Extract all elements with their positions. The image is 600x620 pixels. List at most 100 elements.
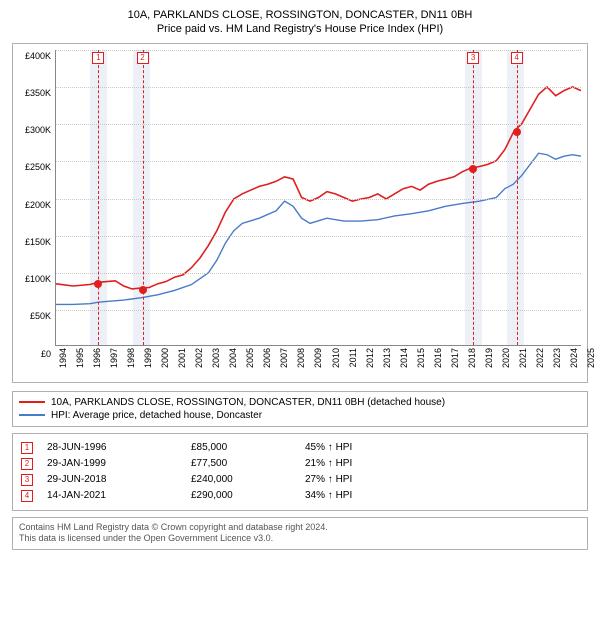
gridline — [56, 50, 581, 51]
event-dot-1 — [94, 280, 102, 288]
legend-label: HPI: Average price, detached house, Donc… — [51, 410, 262, 421]
x-tick-label: 2011 — [348, 348, 358, 367]
event-dot-4 — [513, 128, 521, 136]
legend-swatch — [19, 401, 45, 403]
y-tick-label: £250K — [25, 162, 51, 172]
x-tick-label: 2022 — [535, 348, 545, 368]
x-tick-label: 1998 — [126, 348, 136, 368]
event-vline — [517, 50, 518, 345]
event-row-date: 29-JUN-2018 — [47, 474, 177, 485]
x-tick-label: 2015 — [416, 348, 426, 368]
y-tick-label: £300K — [25, 125, 51, 135]
event-vline — [143, 50, 144, 345]
x-tick-label: 2017 — [450, 348, 460, 368]
event-row-diff: 21% ↑ HPI — [305, 458, 579, 469]
x-tick-label: 2009 — [313, 348, 323, 368]
x-tick-label: 2012 — [365, 348, 375, 368]
events-table: 1 28-JUN-1996 £85,000 45% ↑ HPI 2 29-JAN-1999… — [12, 433, 588, 511]
x-tick-label: 2021 — [518, 348, 528, 368]
event-row: 1 28-JUN-1996 £85,000 45% ↑ HPI — [21, 440, 579, 456]
x-tick-label: 2018 — [467, 348, 477, 368]
gridline — [56, 310, 581, 311]
event-row-price: £290,000 — [191, 490, 291, 501]
gridline — [56, 273, 581, 274]
x-tick-label: 2008 — [296, 348, 306, 368]
chart-lines — [56, 50, 581, 345]
event-row-date: 28-JUN-1996 — [47, 442, 177, 453]
series-property — [56, 87, 581, 289]
y-tick-label: £100K — [25, 274, 51, 284]
x-tick-label: 2001 — [177, 348, 187, 368]
x-tick-label: 2023 — [552, 348, 562, 368]
title-line-1: 10A, PARKLANDS CLOSE, ROSSINGTON, DONCAS… — [12, 8, 588, 22]
legend-row: HPI: Average price, detached house, Donc… — [19, 409, 581, 422]
event-vline — [473, 50, 474, 345]
chart: £0 £50K £100K £150K £200K £250K £300K £350K £400… — [12, 43, 588, 383]
x-tick-label: 1999 — [143, 348, 153, 368]
title-line-2: Price paid vs. HM Land Registry's House … — [12, 22, 588, 36]
event-marker-2: 2 — [137, 52, 149, 64]
series-hpi — [56, 153, 581, 304]
event-row-price: £240,000 — [191, 474, 291, 485]
x-tick-label: 1997 — [109, 348, 119, 368]
x-tick-label: 2007 — [279, 348, 289, 368]
y-tick-label: £350K — [25, 88, 51, 98]
y-axis: £0£50K£100K£150K£200K£250K£300K£350K£400… — [13, 50, 55, 346]
x-tick-label: 2003 — [211, 348, 221, 368]
x-tick-label: 2014 — [399, 348, 409, 368]
event-marker-3: 3 — [467, 52, 479, 64]
event-row-diff: 27% ↑ HPI — [305, 474, 579, 485]
x-tick-label: 2000 — [160, 348, 170, 368]
event-marker-4: 4 — [511, 52, 523, 64]
gridline — [56, 236, 581, 237]
gridline — [56, 87, 581, 88]
x-axis: 1994 1995 1996 1997 1998 1999 2000 2001 2002 2003… — [55, 346, 581, 382]
event-row-marker: 1 — [21, 442, 33, 454]
event-row-diff: 45% ↑ HPI — [305, 442, 579, 453]
event-vline — [98, 50, 99, 345]
x-tick-label: 2020 — [501, 348, 511, 368]
x-tick-label: 1996 — [92, 348, 102, 368]
footer: Contains HM Land Registry data © Crown c… — [12, 517, 588, 550]
x-tick-label: 2006 — [262, 348, 272, 368]
x-tick-label: 2025 — [586, 348, 596, 368]
y-tick-label: £150K — [25, 237, 51, 247]
event-row-date: 14-JAN-2021 — [47, 490, 177, 501]
event-marker-1: 1 — [92, 52, 104, 64]
legend-swatch — [19, 414, 45, 416]
x-tick-label: 2024 — [569, 348, 579, 368]
legend-row: 10A, PARKLANDS CLOSE, ROSSINGTON, DONCAS… — [19, 396, 581, 409]
event-row-diff: 34% ↑ HPI — [305, 490, 579, 501]
event-row-marker: 3 — [21, 474, 33, 486]
plot-area: 1 2 3 4 — [55, 50, 581, 346]
event-row: 229-JAN-1999£77,50021% ↑ HPI — [21, 456, 579, 472]
x-tick-label: 2004 — [228, 348, 238, 368]
footer-line-2: This data is licensed under the Open Gov… — [19, 533, 581, 545]
event-row-marker: 4 — [21, 490, 33, 502]
gridline — [56, 199, 581, 200]
x-tick-label: 2016 — [433, 348, 443, 368]
x-tick-label: 2002 — [194, 348, 204, 368]
event-dot-3 — [469, 165, 477, 173]
event-dot-2 — [139, 286, 147, 294]
title-block: 10A, PARKLANDS CLOSE, ROSSINGTON, DONCAS… — [12, 8, 588, 37]
x-tick-label: 2010 — [331, 348, 341, 368]
chart-container: 10A, PARKLANDS CLOSE, ROSSINGTON, DONCAS… — [0, 0, 600, 558]
x-tick-label: 2019 — [484, 348, 494, 368]
y-tick-label: £400K — [25, 51, 51, 61]
y-tick-label: £50K — [30, 311, 51, 321]
event-row: 3 29-JUN-2018 £240,000 27% ↑ HPI — [21, 472, 579, 488]
event-row-date: 29-JAN-1999 — [47, 458, 177, 469]
gridline — [56, 124, 581, 125]
x-tick-label: 2013 — [382, 348, 392, 368]
event-row-marker: 2 — [21, 458, 33, 470]
x-tick-label: 1995 — [75, 348, 85, 368]
x-tick-label: 1994 — [58, 348, 68, 368]
y-tick-label: £0 — [41, 349, 51, 359]
event-row-price: £85,000 — [191, 442, 291, 453]
legend: 10A, PARKLANDS CLOSE, ROSSINGTON, DONCAS… — [12, 391, 588, 427]
gridline — [56, 161, 581, 162]
x-tick-label: 2005 — [245, 348, 255, 368]
legend-label: 10A, PARKLANDS CLOSE, ROSSINGTON, DONCAS… — [51, 397, 445, 408]
y-tick-label: £200K — [25, 200, 51, 210]
